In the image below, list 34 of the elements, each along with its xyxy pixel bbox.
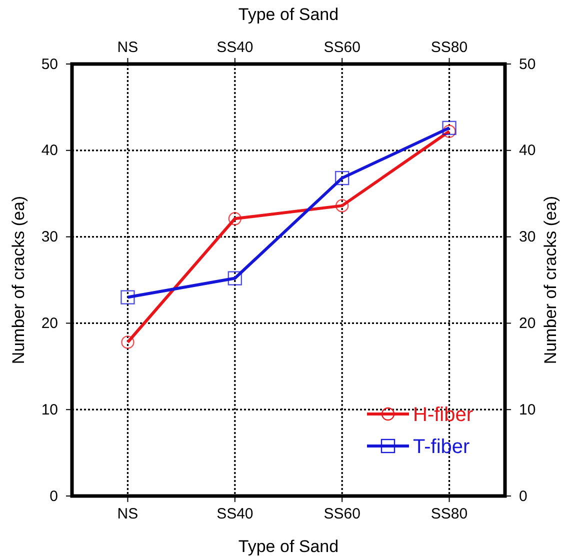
point <box>334 170 350 186</box>
y2-tick-label: 30 <box>519 228 536 246</box>
y-axis-title: Number of cracks (ea) <box>9 196 28 364</box>
y2-tick-label: 50 <box>519 56 536 73</box>
x2-axis-title: Type of Sand <box>238 5 339 24</box>
category-label: SS40 <box>216 506 254 523</box>
y2-tick-label: 40 <box>519 142 536 160</box>
y-tick-label: 0 <box>50 488 58 505</box>
y2-tick-label: 0 <box>519 488 528 505</box>
point <box>120 290 135 304</box>
x-tick-label: SS80 <box>430 39 468 56</box>
y-tick-label: 10 <box>41 401 58 418</box>
y2-tick-label: 20 <box>519 315 536 332</box>
x-tick-label: SS40 <box>216 39 254 56</box>
category-label: SS80 <box>430 506 468 523</box>
point <box>228 212 242 226</box>
x-axis-title: Type of Sand <box>238 537 339 556</box>
point <box>442 120 456 136</box>
point <box>442 124 456 138</box>
point <box>228 271 242 286</box>
x-tick-label: NS <box>117 39 138 56</box>
point <box>121 336 134 349</box>
legend-label: T-fiber <box>413 436 470 458</box>
y2-tick-label: 10 <box>519 401 536 418</box>
y-tick-label: 50 <box>41 56 58 73</box>
category-label: SS60 <box>324 506 360 523</box>
x-tick-label: SS60 <box>324 39 360 56</box>
legend-label: H-fiber <box>413 404 474 426</box>
y-tick-label: 40 <box>41 142 58 160</box>
point <box>335 199 349 212</box>
y-tick-label: 20 <box>41 315 58 332</box>
category-label: NS <box>117 506 138 523</box>
y-tick-label: 30 <box>41 228 58 246</box>
y2-axis-title: Number of cracks (ea) <box>541 196 560 364</box>
